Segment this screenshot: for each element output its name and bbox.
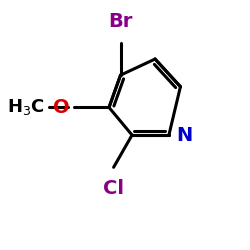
Text: Br: Br	[108, 12, 133, 32]
Text: O: O	[53, 98, 70, 117]
Text: H$_3$C: H$_3$C	[7, 98, 44, 117]
Text: N: N	[176, 126, 192, 144]
Text: Cl: Cl	[103, 179, 124, 198]
